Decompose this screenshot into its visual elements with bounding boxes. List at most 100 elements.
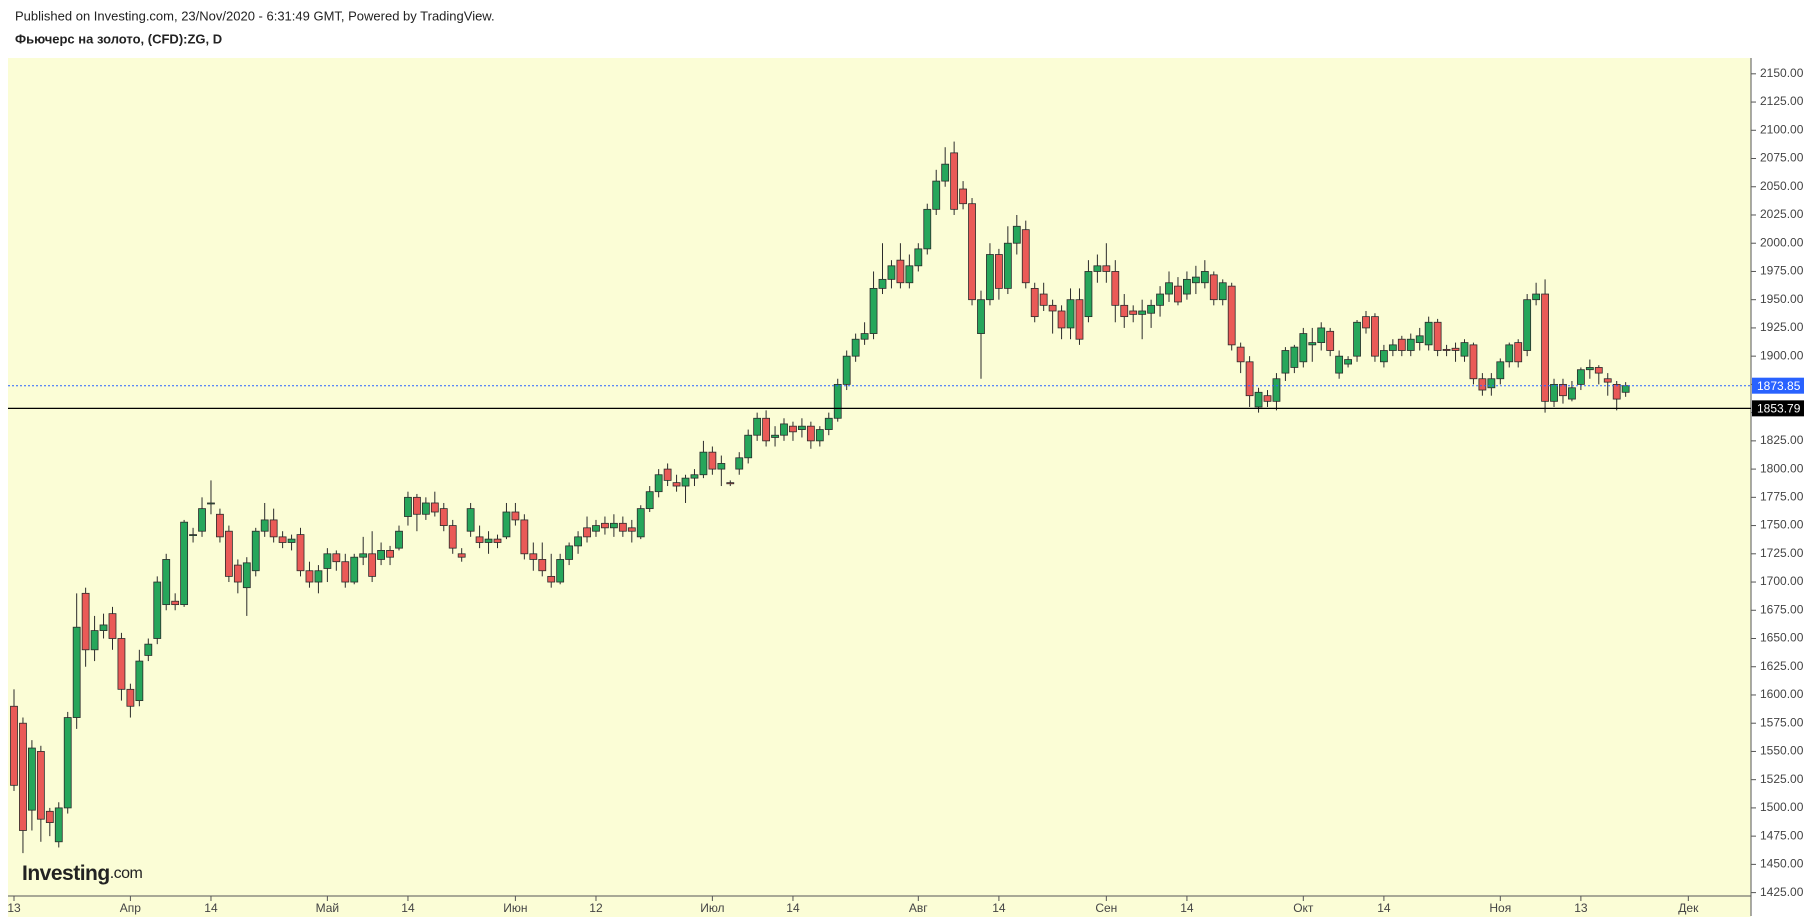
candle-body: [1612, 383, 1621, 400]
candle-body: [10, 705, 18, 786]
x-tick-label: 14: [992, 901, 1006, 915]
price-label-box: [1752, 377, 1804, 394]
candle-body: [878, 278, 887, 289]
candle-body: [1236, 346, 1245, 363]
candle-body: [314, 570, 323, 583]
x-tick-label: 14: [786, 901, 800, 915]
candle-body: [224, 530, 233, 577]
candle-body: [305, 570, 314, 583]
y-tick-label: 1575.00: [1760, 715, 1804, 729]
y-tick-label: 1425.00: [1760, 885, 1804, 899]
candle-body: [413, 496, 421, 515]
candle-body: [914, 248, 923, 267]
candle-body: [681, 477, 690, 487]
y-tick-label: 1750.00: [1760, 518, 1804, 532]
candle-body: [672, 482, 681, 487]
candle-body: [1362, 316, 1370, 329]
candle-body: [1541, 293, 1549, 402]
y-tick-label: 2100.00: [1760, 122, 1804, 136]
candle-body: [1120, 304, 1129, 318]
candle-body: [1415, 335, 1424, 344]
x-tick-label: Дек: [1678, 901, 1699, 915]
candle-body: [63, 717, 72, 809]
candle-body: [457, 553, 466, 558]
candle-body: [1371, 316, 1379, 357]
candle-body: [180, 521, 189, 606]
candle-body: [1585, 367, 1594, 371]
candle-body: [1165, 282, 1173, 295]
candle-body: [162, 559, 171, 606]
candle-body: [1102, 265, 1111, 272]
candle-body: [842, 355, 851, 385]
candle-body: [269, 519, 278, 538]
candle-body: [368, 553, 377, 577]
x-tick-label: 13: [7, 901, 21, 915]
candle-body: [439, 508, 448, 526]
candle-body: [260, 519, 269, 532]
x-tick-label: Апр: [120, 901, 142, 915]
y-tick-label: 2125.00: [1760, 94, 1804, 108]
candle-body: [90, 630, 99, 651]
candle-body: [851, 338, 860, 357]
candle-body: [735, 457, 744, 470]
candle-body: [1532, 293, 1541, 301]
candle-body: [1308, 342, 1317, 346]
price-label: 1873.85: [1757, 379, 1801, 393]
x-tick-label: Июл: [700, 901, 724, 915]
candle-body: [511, 511, 520, 521]
candle-body: [556, 559, 565, 583]
price-label: 1853.79: [1757, 402, 1801, 416]
x-tick-label: Сен: [1095, 901, 1117, 915]
candle-body: [950, 152, 959, 210]
y-tick-label: 1500.00: [1760, 800, 1804, 814]
candle-body: [1272, 378, 1281, 402]
candle-body: [1200, 271, 1209, 284]
y-tick-label: 1700.00: [1760, 574, 1804, 588]
candle-body: [538, 559, 547, 572]
y-tick-label: 1475.00: [1760, 828, 1804, 842]
candle-body: [278, 536, 287, 543]
y-tick-label: 2000.00: [1760, 235, 1804, 249]
candle-body: [1317, 327, 1326, 344]
x-tick-label: Окт: [1293, 901, 1314, 915]
candle-body: [108, 613, 117, 639]
candle-body: [1209, 274, 1218, 301]
candle-body: [216, 513, 224, 538]
candle-body: [753, 417, 762, 436]
candle-body: [887, 265, 896, 280]
candle-body: [448, 525, 457, 549]
y-tick-label: 1775.00: [1760, 490, 1804, 504]
y-tick-label: 2075.00: [1760, 151, 1804, 165]
candle-body: [1335, 355, 1344, 374]
candle-body: [923, 208, 932, 250]
candle-body: [1523, 299, 1532, 351]
candle-body: [1469, 344, 1478, 380]
y-tick-label: 1450.00: [1760, 857, 1804, 871]
candle-body: [135, 660, 144, 702]
y-tick-label: 2050.00: [1760, 179, 1804, 193]
candle-body: [1075, 299, 1084, 340]
candle-body: [341, 561, 350, 583]
candle-body: [565, 545, 574, 560]
candle-body: [1344, 359, 1352, 365]
candle-body: [207, 502, 215, 505]
candle-body: [717, 463, 726, 470]
logo-name: Investing: [22, 862, 110, 885]
candle-body: [636, 508, 645, 538]
candle-body: [1603, 378, 1612, 383]
candle-body: [529, 553, 538, 560]
candle-body: [1559, 383, 1567, 397]
candle-body: [28, 747, 36, 811]
candle-body: [1621, 385, 1630, 393]
candle-body: [798, 425, 806, 430]
candle-body: [1576, 369, 1585, 385]
candle-body: [359, 553, 368, 558]
candle-body: [663, 468, 672, 481]
candle-body: [815, 429, 824, 442]
candle-body: [833, 383, 842, 419]
y-tick-label: 1725.00: [1760, 546, 1804, 560]
candle-body: [1066, 299, 1075, 329]
candle-body: [780, 423, 788, 436]
x-tick-label: Июн: [503, 901, 527, 915]
candle-body: [189, 534, 197, 536]
